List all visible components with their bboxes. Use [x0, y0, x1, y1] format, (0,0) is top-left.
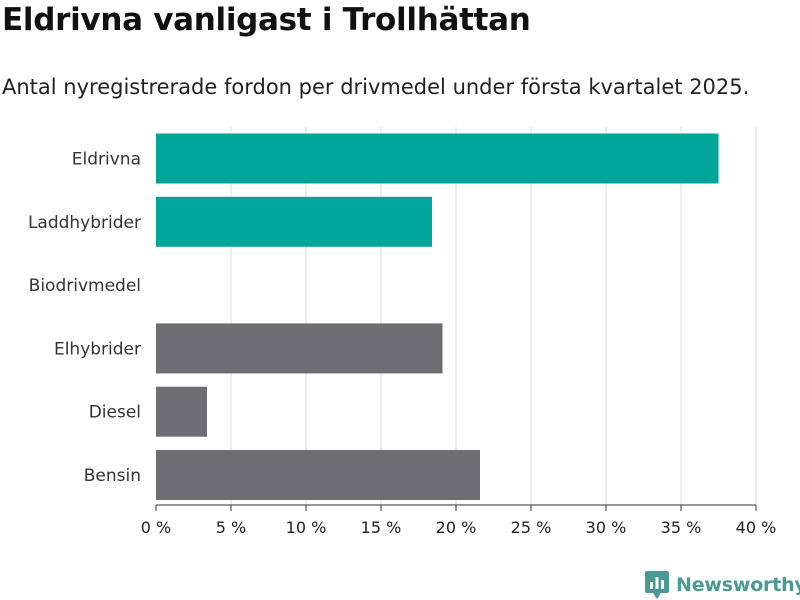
- category-label: Bensin: [84, 466, 141, 486]
- bar-bensin: [156, 450, 480, 500]
- x-tick-label: 0 %: [141, 518, 171, 537]
- bars: [156, 133, 719, 500]
- chart-title: Eldrivna vanligast i Trollhättan: [2, 2, 531, 38]
- category-label: Eldrivna: [72, 150, 141, 170]
- x-tick-label: 10 %: [286, 518, 327, 537]
- brand-name: Newsworthy: [676, 574, 800, 596]
- chart-subtitle: Antal nyregistrerade fordon per drivmede…: [2, 75, 750, 99]
- x-tick-label: 35 %: [661, 518, 702, 537]
- x-tick-label: 5 %: [216, 518, 246, 537]
- x-tick-label: 30 %: [586, 518, 627, 537]
- bar-chart-logo-icon: [645, 571, 669, 599]
- bar-diesel: [156, 386, 207, 437]
- x-tick-label: 20 %: [436, 518, 477, 537]
- newsworthy-logo[interactable]: Newsworthy: [644, 570, 800, 600]
- bar-eldrivna: [156, 133, 719, 184]
- bar-laddhybrider: [156, 196, 432, 247]
- x-tick-label: 40 %: [736, 518, 777, 537]
- bar-elhybrider: [156, 323, 443, 374]
- category-label: Elhybrider: [54, 339, 141, 359]
- grid-lines: [230, 127, 757, 505]
- x-tick-label: 15 %: [361, 518, 402, 537]
- x-tick-label: 25 %: [511, 518, 552, 537]
- category-label: Biodrivmedel: [29, 276, 141, 296]
- category-label: Laddhybrider: [28, 213, 141, 233]
- category-label: Diesel: [89, 403, 141, 423]
- x-axis: 0 % 5 % 10 % 15 % 20 % 25 % 30 % 35 % 40 %: [141, 504, 777, 537]
- category-labels: Eldrivna Laddhybrider Biodrivmedel Elhybrid…: [28, 150, 141, 487]
